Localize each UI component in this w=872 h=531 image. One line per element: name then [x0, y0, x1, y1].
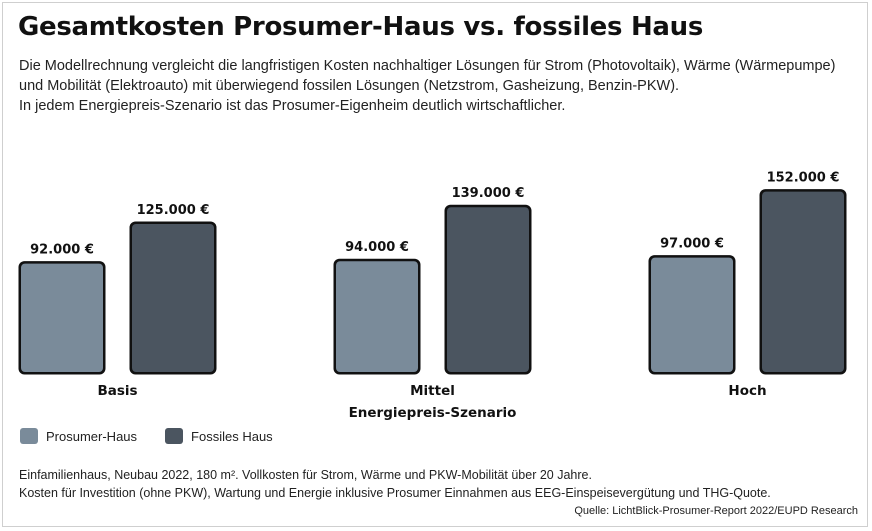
- category-label: Basis: [97, 383, 137, 399]
- bar-prosumer-mittel: [336, 261, 418, 372]
- source-note: Quelle: LichtBlick-Prosumer-Report 2022/…: [574, 505, 858, 517]
- data-label: 94.000 €: [345, 240, 409, 255]
- footnote-line-2: Kosten für Investition (ohne PKW), Wartu…: [19, 486, 771, 500]
- bar-fossil-basis: [132, 224, 214, 372]
- legend-item-prosumer: Prosumer-Haus: [20, 428, 137, 444]
- data-label: 92.000 €: [30, 243, 94, 258]
- bar-prosumer-hoch: [651, 257, 733, 372]
- bar-fossil-hoch: [762, 191, 844, 372]
- data-label: 125.000 €: [137, 203, 210, 218]
- legend-swatch-fossil: [165, 428, 184, 444]
- data-label: 152.000 €: [767, 171, 840, 186]
- chart-subtitle: Die Modellrechnung vergleicht die langfr…: [19, 56, 859, 116]
- bar-fossil-mittel: [447, 207, 529, 372]
- data-label: 97.000 €: [660, 237, 724, 252]
- legend-item-fossil: Fossiles Haus: [165, 428, 273, 444]
- subtitle-line-2: und Mobilität (Elektroauto) mit überwieg…: [19, 78, 680, 94]
- category-label: Mittel: [410, 383, 455, 399]
- footnote: Einfamilienhaus, Neubau 2022, 180 m². Vo…: [19, 466, 771, 502]
- category-label: Hoch: [728, 383, 766, 399]
- bar-prosumer-basis: [21, 263, 103, 372]
- data-label: 139.000 €: [452, 186, 525, 201]
- legend-swatch-prosumer: [20, 428, 38, 444]
- legend-label-prosumer: Prosumer-Haus: [46, 428, 138, 444]
- legend-label-fossil: Fossiles Haus: [191, 428, 273, 444]
- x-axis-caption: Energiepreis-Szenario: [349, 405, 517, 421]
- chart-title: Gesamtkosten Prosumer-Haus vs. fossiles …: [18, 12, 704, 42]
- legend: Prosumer-Haus Fossiles Haus: [20, 428, 301, 444]
- footnote-line-1: Einfamilienhaus, Neubau 2022, 180 m². Vo…: [19, 468, 592, 482]
- subtitle-line-1: Die Modellrechnung vergleicht die langfr…: [19, 58, 836, 74]
- subtitle-line-3: In jedem Energiepreis-Szenario ist das P…: [19, 98, 566, 114]
